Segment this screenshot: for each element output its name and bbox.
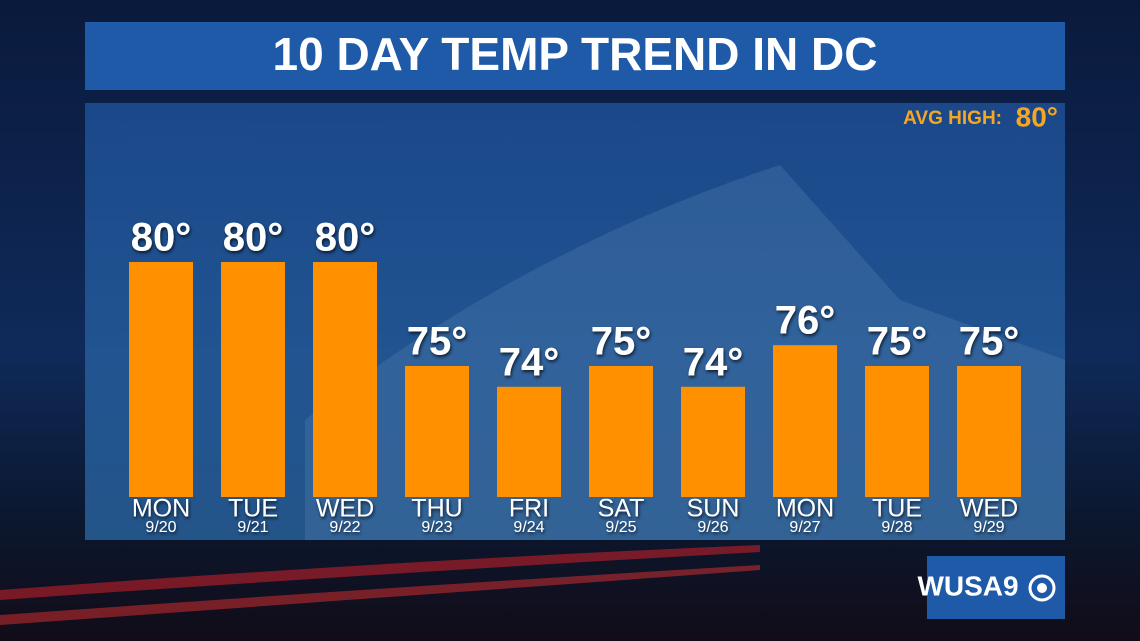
bar xyxy=(405,365,469,497)
bar xyxy=(773,345,837,497)
x-tick-label: TUE xyxy=(228,495,278,523)
value-label: 80° xyxy=(315,216,376,260)
value-label: 75° xyxy=(867,320,928,364)
bar xyxy=(589,365,653,497)
bar xyxy=(221,262,285,497)
value-label: 75° xyxy=(407,320,468,364)
date-label: 9/22 xyxy=(329,519,360,536)
x-tick-label: SUN xyxy=(687,495,740,523)
logo-eye xyxy=(1037,583,1047,593)
x-tick-label: MON xyxy=(776,495,834,523)
date-label: 9/29 xyxy=(973,519,1004,536)
x-tick-label: MON xyxy=(132,495,190,523)
value-label: 80° xyxy=(223,216,284,260)
date-label: 9/21 xyxy=(237,519,268,536)
x-tick-label: FRI xyxy=(509,495,549,523)
date-label: 9/28 xyxy=(881,519,912,536)
light-trail xyxy=(0,545,760,600)
logo-eye xyxy=(1028,574,1056,602)
value-label: 75° xyxy=(959,320,1020,364)
bar xyxy=(865,365,929,497)
value-label: 80° xyxy=(131,216,192,260)
bar xyxy=(681,386,745,497)
x-tick-label: THU xyxy=(411,495,462,523)
date-label: 9/26 xyxy=(697,519,728,536)
bar xyxy=(129,262,193,497)
avg-high-value: 80° xyxy=(1016,101,1058,132)
logo: WUSA9 xyxy=(917,570,1018,601)
date-label: 9/24 xyxy=(513,519,544,536)
value-label: 76° xyxy=(775,299,836,343)
title-bar xyxy=(85,22,1065,90)
bar xyxy=(497,386,561,497)
date-label: 9/25 xyxy=(605,519,636,536)
date-label: 9/27 xyxy=(789,519,820,536)
value-label: 75° xyxy=(591,320,652,364)
date-label: 9/20 xyxy=(145,519,176,536)
x-tick-label: SAT xyxy=(598,495,645,523)
chart-title: 10 DAY TEMP TREND IN DC xyxy=(273,28,878,80)
light-trail xyxy=(0,565,760,625)
value-label: 74° xyxy=(683,340,744,384)
avg-high-label: AVG HIGH: xyxy=(903,108,1002,129)
x-tick-label: TUE xyxy=(872,495,922,523)
bar xyxy=(957,365,1021,497)
bar xyxy=(313,262,377,497)
date-label: 9/23 xyxy=(421,519,452,536)
value-label: 74° xyxy=(499,340,560,384)
x-tick-label: WED xyxy=(316,495,374,523)
x-tick-label: WED xyxy=(960,495,1018,523)
